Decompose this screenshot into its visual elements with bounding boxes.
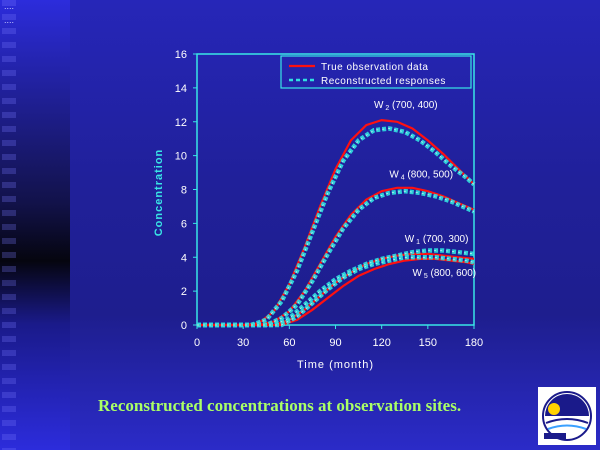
y-tick-label: 12 <box>175 117 187 129</box>
x-axis-label: Time (month) <box>297 359 374 371</box>
x-tick-label: 30 <box>237 337 249 349</box>
y-tick-label: 4 <box>181 252 187 264</box>
x-tick-label: 90 <box>329 337 341 349</box>
reconstructed-response-highlight <box>197 250 475 326</box>
well-annotation: W 1 (700, 300) <box>405 234 469 246</box>
y-tick-label: 8 <box>181 185 187 197</box>
well-annotation: W 2 (700, 400) <box>374 100 438 112</box>
y-tick-label: 0 <box>181 320 187 332</box>
y-tick-label: 10 <box>175 151 187 163</box>
y-tick-label: 16 <box>175 49 187 61</box>
legend-box <box>280 55 472 89</box>
x-tick-label: 60 <box>283 337 295 349</box>
legend-label: True observation data <box>321 62 428 73</box>
x-tick-label: 150 <box>419 337 437 349</box>
corner-dots-second: .... <box>4 15 15 25</box>
true-observation-line <box>197 252 475 327</box>
x-tick-label: 180 <box>465 337 483 349</box>
y-tick-label: 2 <box>181 286 187 298</box>
well-annotation: W 4 (800, 500) <box>389 170 453 182</box>
x-tick-label: 120 <box>372 337 390 349</box>
decorative-side-squares <box>2 0 16 450</box>
institution-logo <box>538 387 596 445</box>
reconstructed-response-highlight <box>197 256 475 326</box>
legend-label: Reconstructed responses <box>321 76 446 87</box>
reconstructed-response-line <box>197 126 476 328</box>
reconstructed-response-highlight <box>197 128 475 326</box>
corner-dots-top: .... <box>4 1 15 11</box>
reconstructed-response-line <box>197 248 475 328</box>
x-tick-label: 0 <box>194 337 200 349</box>
reconstructed-response-highlight <box>197 190 475 326</box>
slide-caption: Reconstructed concentrations at observat… <box>98 396 462 415</box>
y-axis-label: Concentration <box>153 149 165 237</box>
y-tick-label: 6 <box>181 218 187 230</box>
decorative-side-strip <box>0 0 70 450</box>
well-annotation: W 5 (800, 600) <box>412 268 476 280</box>
true-observation-line <box>197 257 475 327</box>
y-tick-label: 14 <box>175 83 187 95</box>
